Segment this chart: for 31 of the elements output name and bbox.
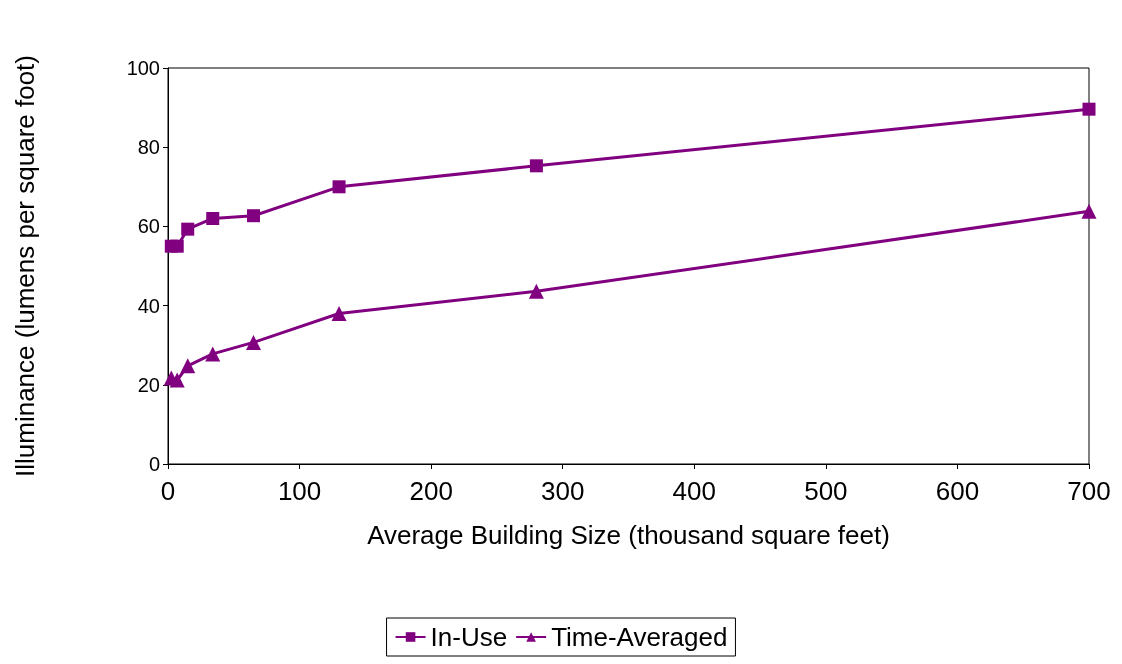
x-tick-label: 500 [804, 476, 848, 506]
x-axis-title: Average Building Size (thousand square feet) [367, 520, 890, 550]
y-tick-label: 100 [126, 57, 160, 79]
y-tick-label: 20 [137, 373, 160, 396]
y-tick-label: 40 [137, 294, 160, 317]
point [529, 159, 543, 173]
point [181, 222, 195, 236]
y-tick-label: 80 [137, 136, 160, 159]
point [331, 306, 347, 322]
point [1082, 102, 1096, 116]
x-tick-label: 600 [935, 476, 980, 506]
x-tick-label: 700 [1067, 476, 1111, 506]
point [170, 239, 184, 253]
point [205, 346, 221, 362]
y-axis-title: Illuminance (lumens per square foot) [10, 55, 40, 477]
x-tick-label: 400 [672, 476, 716, 506]
legend-label: Time-Averaged [551, 622, 728, 652]
x-tick-label: 300 [541, 476, 585, 506]
point [180, 358, 196, 374]
point [528, 283, 544, 299]
y-tick-label: 0 [148, 453, 160, 475]
point [169, 372, 185, 388]
x-tick-label: 200 [409, 476, 453, 506]
point [332, 180, 346, 194]
point [247, 209, 261, 223]
y-tick-label: 60 [137, 215, 160, 238]
x-tick-label: 100 [277, 476, 322, 506]
point [1081, 203, 1097, 219]
point [246, 334, 262, 350]
point [206, 211, 220, 225]
legend-label: In-Use [430, 622, 508, 652]
